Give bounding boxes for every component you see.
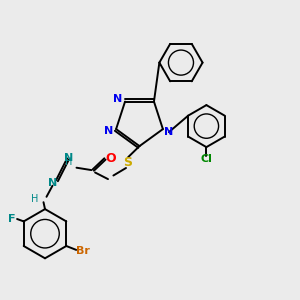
Text: H: H [65,157,73,167]
Text: N: N [104,126,113,136]
Text: Cl: Cl [200,154,212,164]
Text: Br: Br [76,246,90,256]
Text: N: N [164,127,173,137]
Text: O: O [106,152,116,165]
Text: N: N [113,94,122,104]
Text: H: H [32,194,39,204]
Text: F: F [8,214,15,224]
Text: N: N [48,178,57,188]
Text: S: S [123,156,132,169]
Text: N: N [64,153,74,163]
